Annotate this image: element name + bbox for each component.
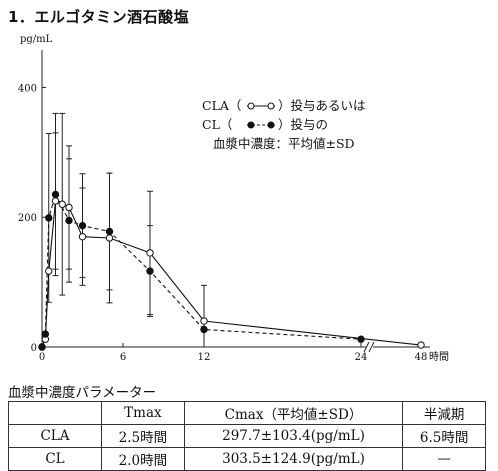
- params-cell: —: [402, 447, 486, 471]
- data-point-CL: [38, 343, 46, 351]
- params-cell: 303.5±124.9(pg/mL): [183, 447, 404, 471]
- params-header-cell: 半減期: [402, 401, 486, 425]
- data-point-CLA: [65, 203, 73, 212]
- params-cell: CL: [8, 447, 102, 471]
- series-line-CLA: [41, 200, 422, 348]
- legend-cl-tail: ）投与の: [278, 117, 328, 132]
- data-point-CLA: [417, 341, 425, 349]
- params-cell: CLA: [8, 424, 102, 448]
- legend-cla-label: CLA（: [202, 98, 241, 113]
- x-tick-label: 0: [39, 352, 45, 363]
- pk-chart: 0 200 400 pg/mL 0 6 12 24 48 時間 CLA（ ）投与あるいは CL（ ）投与…: [18, 34, 449, 363]
- data-point-CL: [200, 325, 208, 334]
- legend-cl-label: CL（: [202, 117, 232, 132]
- params-cell: 6.5時間: [402, 424, 486, 448]
- data-point-CLA: [146, 249, 154, 257]
- axis-break-mark: [363, 341, 370, 353]
- data-point-CLA: [58, 200, 66, 208]
- params-cell: 297.7±103.4(pg/mL): [183, 424, 404, 448]
- x-axis-label: 時間: [429, 351, 449, 363]
- y-tick-label: 0: [31, 343, 37, 354]
- legend-cla-marker: [267, 102, 275, 110]
- params-title: 血漿中濃度パラメーター: [8, 385, 157, 401]
- y-tick-label: 200: [18, 213, 37, 224]
- data-point-CLA: [200, 317, 208, 325]
- legend-cl-marker: [267, 121, 275, 129]
- data-point-CL: [45, 214, 53, 222]
- params-table: Tmax Cmax（平均値±SD） 半減期 CLA 2.5時間 297.7±10…: [8, 401, 486, 471]
- legend-cla-tail: ）投与あるいは: [278, 98, 366, 113]
- y-tick-label: 400: [18, 83, 37, 94]
- data-point-CLA: [78, 232, 87, 241]
- x-tick-label: 24: [355, 352, 368, 363]
- data-point-CL: [78, 221, 87, 230]
- x-tick-label: 12: [198, 352, 211, 363]
- data-point-CLA: [51, 197, 60, 205]
- chart-axes: 0 200 400 pg/mL 0 6 12 24 48 時間: [18, 34, 449, 363]
- chart-lines: [41, 193, 422, 348]
- params-header-cell: [8, 401, 102, 425]
- params-header-cell: Cmax（平均値±SD）: [183, 401, 404, 425]
- page-title: 1．エルゴタミン酒石酸塩: [8, 8, 190, 26]
- table-row: CL 2.0時間 303.5±124.9(pg/mL) —: [8, 447, 486, 471]
- params-header-row: Tmax Cmax（平均値±SD） 半減期: [8, 401, 486, 425]
- data-point-CLA: [105, 234, 114, 242]
- data-point-CL: [105, 227, 114, 236]
- x-tick-label: 48: [415, 352, 428, 363]
- data-point-CL: [41, 330, 50, 338]
- table-row: CLA 2.5時間 297.7±103.4(pg/mL) 6.5時間: [8, 424, 486, 448]
- chart-points: [38, 190, 425, 351]
- data-point-CLA: [45, 267, 53, 275]
- data-point-CL: [357, 335, 365, 343]
- data-point-CL: [65, 216, 73, 225]
- params-cell: 2.5時間: [101, 424, 185, 448]
- legend-cla-marker: [247, 102, 255, 110]
- legend-cl-marker: [247, 121, 255, 129]
- params-header-cell: Tmax: [101, 401, 185, 425]
- legend-note: 血漿中濃度：平均値±SD: [213, 136, 355, 151]
- data-point-CL: [146, 267, 154, 275]
- x-tick-label: 6: [120, 352, 126, 363]
- y-axis-label: pg/mL: [20, 34, 53, 45]
- axis-break-mark: [368, 341, 375, 353]
- data-point-CL: [51, 190, 60, 199]
- chart-errorbars: [45, 112, 207, 348]
- series-line-CL: [41, 193, 362, 348]
- params-cell: 2.0時間: [101, 447, 185, 471]
